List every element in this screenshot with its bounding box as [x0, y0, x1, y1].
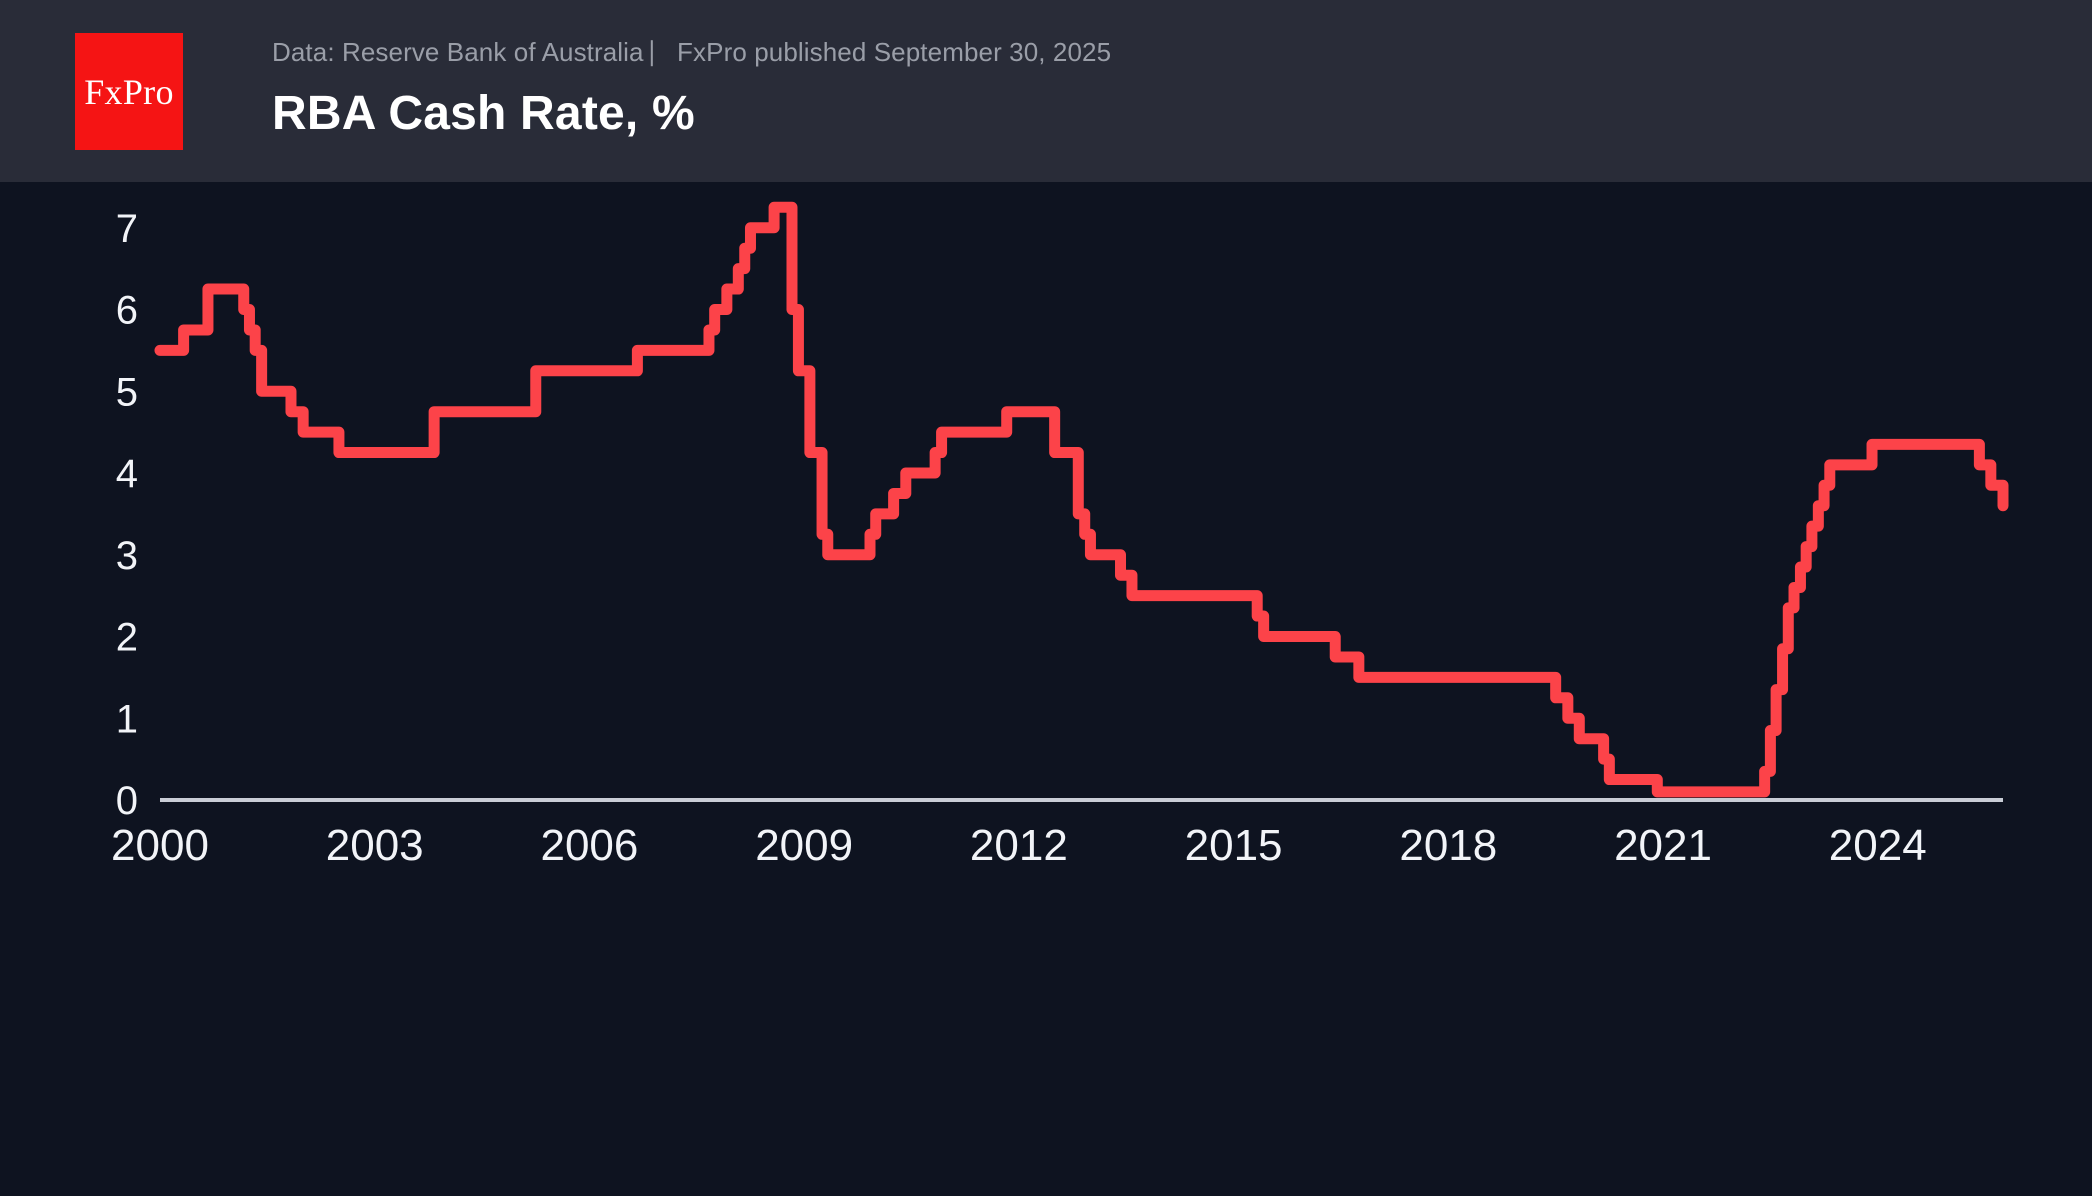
fxpro-logo: FxPro — [75, 33, 183, 150]
chart-source-subtitle: Data: Reserve Bank of Australia ⎸FxPro p… — [272, 37, 1112, 67]
y-axis-tick-label: 1 — [116, 697, 138, 741]
x-axis-tick-label: 2015 — [1185, 821, 1283, 870]
x-axis-tick-label: 2024 — [1829, 821, 1927, 870]
header-text-block: Data: Reserve Bank of Australia ⎸FxPro p… — [272, 38, 1111, 139]
x-axis-tick-label: 2012 — [970, 821, 1068, 870]
rba-cash-rate-line-chart: 012345678 200020032006200920122015201820… — [111, 201, 2009, 870]
y-axis-tick-label: 4 — [116, 452, 138, 496]
cash-rate-line — [154, 201, 2009, 798]
x-axis-tick-label: 2018 — [1399, 821, 1497, 870]
x-axis-tick-label: 2000 — [111, 821, 209, 870]
y-axis-tick-label: 7 — [116, 207, 138, 251]
page-title: RBA Cash Rate, % — [272, 86, 695, 140]
y-axis-tick-labels: 012345678 — [116, 207, 138, 823]
header-bar: FxPro Data: Reserve Bank of Australia ⎸F… — [0, 0, 2092, 182]
x-axis-tick-label: 2006 — [540, 821, 638, 870]
y-axis-tick-label: 3 — [116, 534, 138, 578]
y-axis-tick-label: 0 — [116, 779, 138, 823]
y-axis-tick-label: 5 — [116, 370, 138, 414]
y-axis-tick-label: 2 — [116, 616, 138, 660]
fxpro-logo-text: FxPro — [84, 71, 174, 112]
x-axis-tick-label: 2009 — [755, 821, 853, 870]
chart-area: 012345678 200020032006200920122015201820… — [0, 182, 2092, 1196]
x-axis-tick-label: 2021 — [1614, 821, 1712, 870]
y-axis-tick-label: 6 — [116, 289, 138, 333]
x-axis-tick-labels: 2000 2003 2006 2009 2012 2015 2018 2021 2024 — [111, 821, 1927, 870]
x-axis-tick-label: 2003 — [326, 821, 424, 870]
